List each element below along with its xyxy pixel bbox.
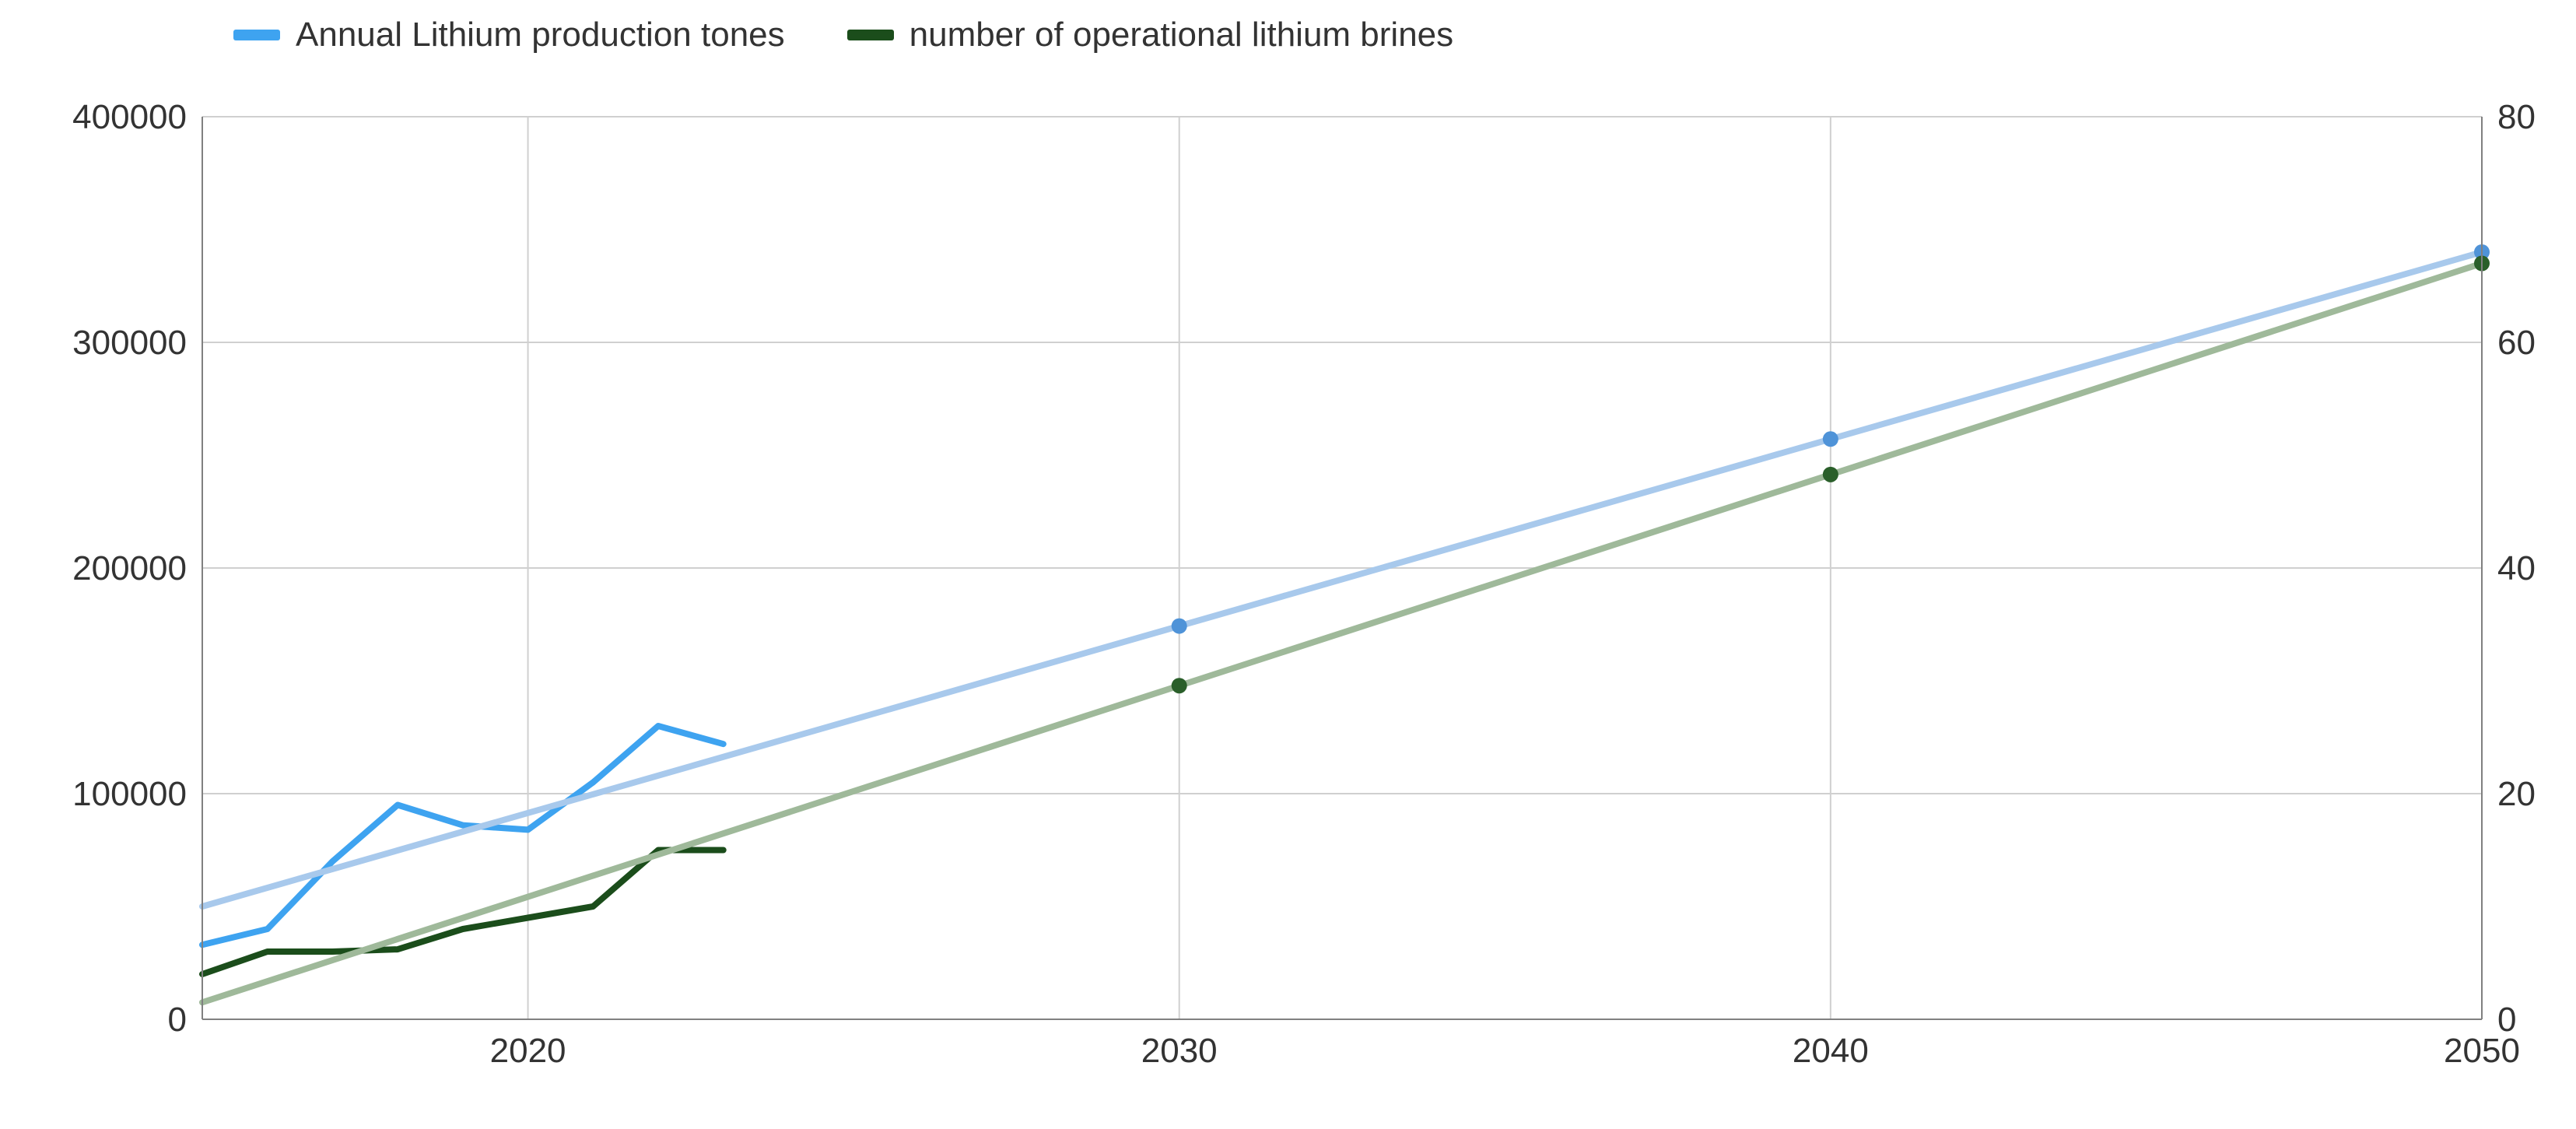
legend-label-production: Annual Lithium production tones <box>296 16 785 54</box>
svg-text:60: 60 <box>2497 324 2536 362</box>
chart-container: Annual Lithium production tones number o… <box>0 0 2576 1113</box>
legend-swatch-production <box>233 30 280 40</box>
svg-text:2030: 2030 <box>1141 1032 1218 1070</box>
svg-text:200000: 200000 <box>72 549 187 587</box>
svg-text:2020: 2020 <box>490 1032 566 1070</box>
svg-text:2040: 2040 <box>1793 1032 1869 1070</box>
legend: Annual Lithium production tones number o… <box>0 0 2576 78</box>
svg-text:300000: 300000 <box>72 324 187 362</box>
legend-label-brines: number of operational lithium brines <box>909 16 1454 54</box>
svg-text:20: 20 <box>2497 775 2536 813</box>
legend-item-brines: number of operational lithium brines <box>847 16 1454 54</box>
svg-text:2050: 2050 <box>2444 1032 2520 1070</box>
svg-text:0: 0 <box>168 1001 187 1039</box>
svg-text:80: 80 <box>2497 98 2536 136</box>
chart-plot: 0100000200000300000400000020406080202020… <box>0 78 2576 1113</box>
svg-text:100000: 100000 <box>72 775 187 813</box>
legend-swatch-brines <box>847 30 894 40</box>
legend-item-production: Annual Lithium production tones <box>233 16 785 54</box>
svg-text:400000: 400000 <box>72 98 187 136</box>
svg-text:40: 40 <box>2497 549 2536 587</box>
